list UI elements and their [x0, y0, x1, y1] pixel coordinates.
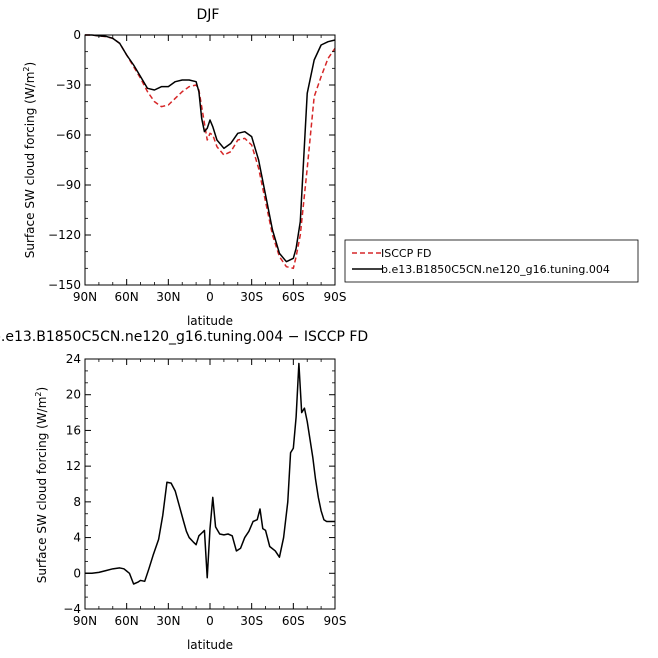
y-axis-label: Surface SW cloud forcing (W/m2): [22, 62, 37, 258]
x-axis-label: latitude: [187, 314, 233, 328]
x-tick-label: 30N: [156, 614, 180, 628]
series-line-1: [85, 34, 336, 263]
y-tick-label: −120: [48, 228, 81, 242]
x-tick-label: 90N: [73, 614, 97, 628]
x-tick-label: 90S: [324, 290, 347, 304]
legend-label-model: b.e13.B1850C5CN.ne120_g16.tuning.004: [381, 263, 610, 276]
y-tick-label: −4: [63, 602, 81, 616]
x-tick-label: 60N: [115, 614, 139, 628]
x-tick-label: 60N: [115, 290, 139, 304]
y-tick-label: 4: [73, 531, 81, 545]
x-tick-label: 90N: [73, 290, 97, 304]
y-tick-label: 8: [73, 495, 81, 509]
y-tick-label: 20: [66, 388, 81, 402]
chart-panel-top: DJF Surface SW cloud forcing (W/m2) lati…: [22, 7, 639, 328]
y-tick-label: 12: [66, 459, 81, 473]
y-tick-label: −150: [48, 278, 81, 292]
chart-panel-bottom: b.e13.B1850C5CN.ne120_g16.tuning.004 − I…: [0, 329, 368, 652]
y-tick-label: −90: [56, 178, 81, 192]
x-tick-label: 30S: [240, 290, 263, 304]
legend-label-isccp: ISCCP FD: [381, 247, 432, 260]
y-tick-label: 16: [66, 423, 81, 437]
series-line-0: [85, 362, 335, 585]
y-axis-label-bottom: Surface SW cloud forcing (W/m2): [34, 387, 49, 583]
x-tick-label: 30N: [156, 290, 180, 304]
x-axis-label-bottom: latitude: [187, 638, 233, 652]
x-tick-label: 30S: [240, 614, 263, 628]
x-tick-label: 0: [206, 614, 214, 628]
x-tick-label: 60S: [282, 290, 305, 304]
x-tick-label: 60S: [282, 614, 305, 628]
series-line-0: [85, 34, 336, 270]
y-tick-label: 0: [73, 28, 81, 42]
y-tick-label: 0: [73, 566, 81, 580]
x-tick-label: 0: [206, 290, 214, 304]
y-tick-label: −30: [56, 78, 81, 92]
x-tick-label: 90S: [324, 614, 347, 628]
plot-frame: [84, 34, 336, 286]
y-tick-label: 24: [66, 352, 81, 366]
legend: ISCCP FD b.e13.B1850C5CN.ne120_g16.tunin…: [344, 239, 639, 283]
legend-box: [344, 239, 639, 283]
chart-title-difference: b.e13.B1850C5CN.ne120_g16.tuning.004 − I…: [0, 329, 368, 345]
y-tick-label: −60: [56, 128, 81, 142]
chart-title: DJF: [197, 7, 220, 23]
